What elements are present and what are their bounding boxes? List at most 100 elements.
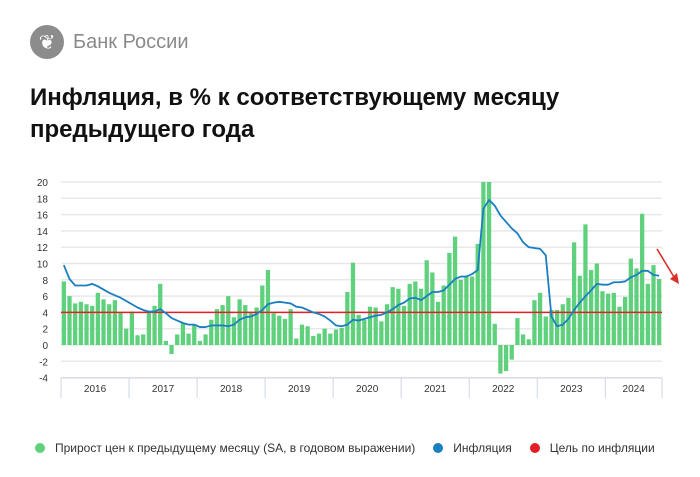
y-tick-label: 14 <box>37 227 49 238</box>
red-dot-icon <box>529 443 540 453</box>
y-tick-label: 18 <box>37 194 49 205</box>
bar <box>486 182 492 345</box>
legend-label: Прирост цен к предыдущему месяцу (SA, в … <box>55 441 416 455</box>
bar <box>129 311 135 345</box>
bar <box>617 306 622 345</box>
y-tick-label: 8 <box>42 276 48 287</box>
bar <box>611 292 616 345</box>
bar <box>543 316 548 345</box>
bar <box>583 224 588 345</box>
bar <box>180 322 186 345</box>
x-tick-label: 2024 <box>623 384 646 395</box>
bar <box>367 306 373 345</box>
y-tick-label: 20 <box>37 178 49 189</box>
bar <box>282 318 288 345</box>
x-tick-label: 2022 <box>492 384 515 395</box>
bar <box>577 275 582 345</box>
bar <box>651 265 656 345</box>
bar <box>475 243 480 345</box>
y-tick-label: 0 <box>42 341 48 352</box>
bar <box>237 299 242 345</box>
bar <box>532 300 537 345</box>
bar <box>520 334 526 345</box>
bar <box>345 292 350 345</box>
bar <box>265 270 271 345</box>
x-tick-label: 2021 <box>424 384 447 395</box>
bar <box>594 263 599 345</box>
bar <box>84 304 89 345</box>
legend-item-target[interactable]: Цель по инфляции <box>529 441 655 455</box>
bar <box>124 328 129 345</box>
bar <box>418 288 424 345</box>
legend-item-inflation[interactable]: Инфляция <box>433 441 512 455</box>
bar <box>640 213 645 345</box>
bar <box>328 333 333 345</box>
bar <box>447 252 452 345</box>
bar <box>316 333 322 345</box>
bar <box>396 288 401 345</box>
y-tick-label: 6 <box>42 292 48 303</box>
bar <box>435 301 441 345</box>
bar <box>231 317 237 345</box>
bar <box>243 305 248 345</box>
brand-name: Банк России <box>73 30 189 53</box>
x-tick-label: 2019 <box>288 384 311 395</box>
bar <box>112 300 117 345</box>
bar <box>248 311 254 345</box>
bar <box>209 319 214 345</box>
bar <box>492 323 497 345</box>
bar <box>299 324 305 345</box>
bar <box>305 326 310 345</box>
bar <box>356 314 361 345</box>
bar <box>606 293 611 345</box>
bar <box>645 283 650 345</box>
legend-label: Цель по инфляции <box>549 441 655 455</box>
x-tick-label: 2017 <box>152 384 175 395</box>
bar <box>407 283 412 345</box>
bar <box>192 325 197 345</box>
bar <box>441 285 446 345</box>
bar <box>254 307 259 345</box>
bar <box>509 345 514 360</box>
bar <box>424 260 429 345</box>
bar <box>78 301 83 345</box>
trend-arrow-shaft <box>656 248 675 278</box>
x-tick-label: 2018 <box>220 384 243 395</box>
legend-label: Инфляция <box>453 441 512 455</box>
bar <box>163 340 169 345</box>
bar <box>503 345 509 372</box>
y-tick-label: 16 <box>37 211 49 222</box>
legend-item-monthly[interactable]: Прирост цен к предыдущему месяцу (SA, в … <box>35 441 415 455</box>
bar <box>373 307 378 345</box>
bar <box>95 292 100 345</box>
bar <box>175 334 180 345</box>
bar <box>322 328 327 345</box>
page-title: Инфляция, в % к соответствующему месяцу … <box>30 84 560 143</box>
bar <box>158 283 163 345</box>
bar <box>452 236 458 345</box>
bar <box>600 291 605 345</box>
bar <box>430 272 435 345</box>
y-tick-label: 4 <box>42 308 48 319</box>
bar <box>469 276 475 345</box>
bar <box>186 333 191 345</box>
green-dot-icon <box>35 443 45 453</box>
y-tick-label: 10 <box>37 260 49 271</box>
x-tick-label: 2023 <box>560 384 583 395</box>
bar <box>169 345 174 354</box>
bar <box>571 242 577 345</box>
bar <box>101 299 106 345</box>
bar <box>294 338 299 345</box>
bar <box>311 336 316 345</box>
bar <box>67 296 72 345</box>
bank-logo[interactable]: ❦ Банк России <box>30 25 189 59</box>
bar <box>90 305 95 345</box>
bar <box>214 309 220 345</box>
bar <box>379 321 384 345</box>
x-tick-label: 2020 <box>356 384 379 395</box>
bar <box>628 258 633 345</box>
bar <box>413 281 418 345</box>
bar <box>498 345 503 374</box>
bar <box>554 309 560 345</box>
